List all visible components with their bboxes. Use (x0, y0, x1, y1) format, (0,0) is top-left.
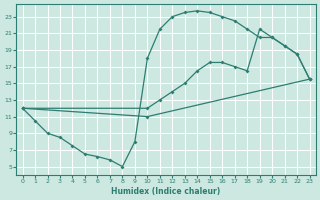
X-axis label: Humidex (Indice chaleur): Humidex (Indice chaleur) (111, 187, 221, 196)
